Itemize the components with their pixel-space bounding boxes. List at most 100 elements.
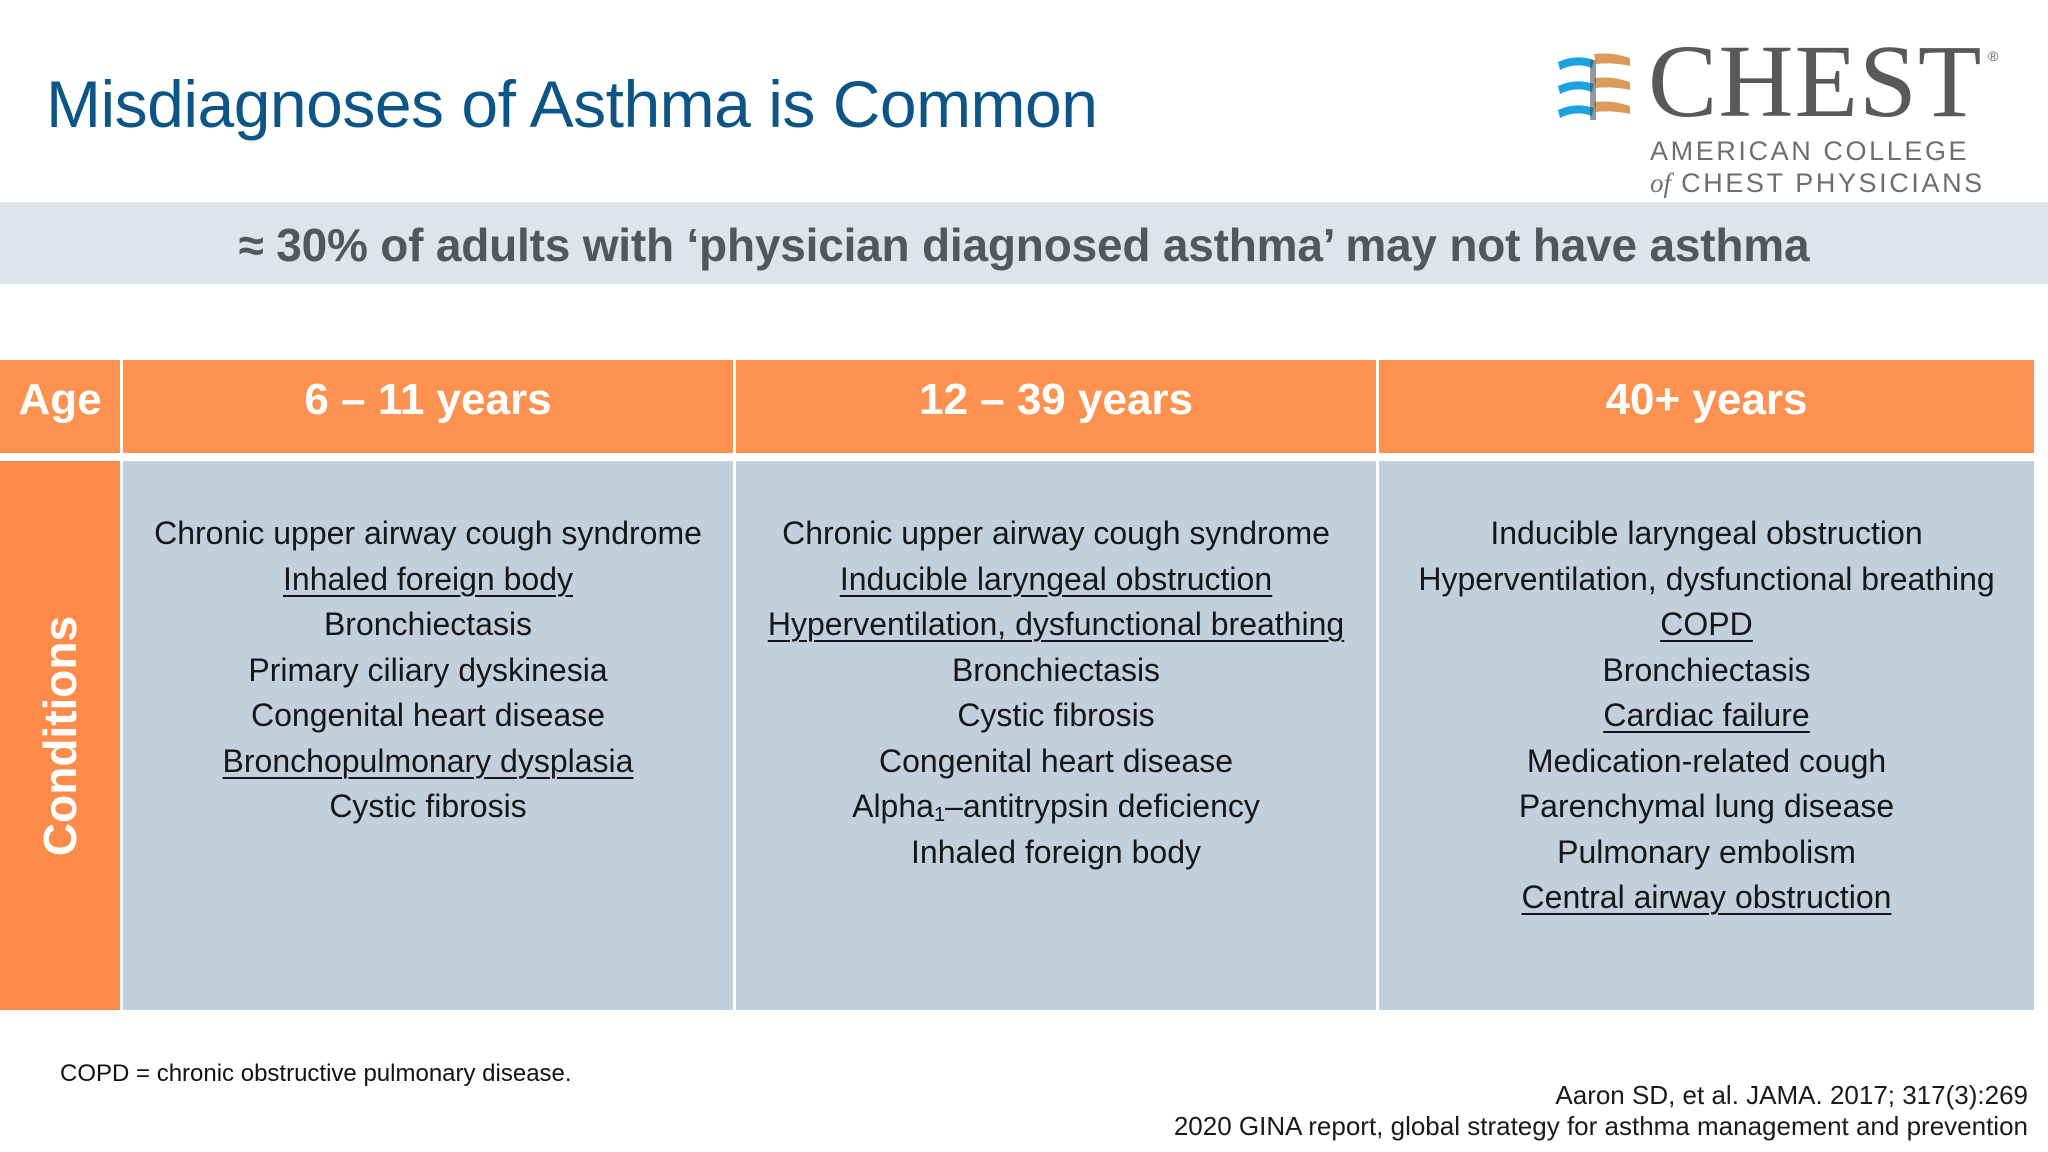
age-header-cell: Age <box>0 360 120 453</box>
reference-1: Aaron SD, et al. JAMA. 2017; 317(3):269 <box>1555 1080 2028 1110</box>
condition-text: Parenchymal lung disease <box>1519 788 1894 824</box>
condition-item: Hyperventilation, dysfunctional breathin… <box>736 602 1376 648</box>
condition-list: Chronic upper airway cough syndrome Inhal… <box>123 511 733 830</box>
condition-text: Inhaled foreign body <box>283 561 573 597</box>
conditions-cell-12-39: Chronic upper airway cough syndrome Induc… <box>736 461 1376 1010</box>
condition-item: Central airway obstruction <box>1379 875 2034 921</box>
reference-2: 2020 GINA report, global strategy for as… <box>1173 1111 2028 1141</box>
condition-text: Cystic fibrosis <box>329 788 526 824</box>
condition-text: Bronchopulmonary dysplasia <box>223 743 634 779</box>
condition-item: Pulmonary embolism <box>1379 830 2034 876</box>
condition-label: Cystic fibrosis <box>957 697 1155 733</box>
logo-line2-text: CHEST PHYSICIANS <box>1681 168 1985 198</box>
condition-label: Cystic fibrosis <box>329 788 527 824</box>
condition-item: Bronchopulmonary dysplasia <box>123 739 733 785</box>
condition-text: Chronic upper airway cough syndrome <box>782 515 1330 551</box>
column-label: 12 – 39 years <box>918 375 1194 424</box>
chest-logo: CHEST ® AMERICAN COLLEGE of CHEST PHYSIC… <box>1556 30 2006 204</box>
condition-text: Cardiac failure <box>1603 697 1809 733</box>
condition-item: Alpha1–antitrypsin deficiency <box>736 784 1376 830</box>
condition-label: Cardiac failure <box>1603 697 1810 733</box>
conditions-cell-40-plus: Inducible laryngeal obstruction Hypervent… <box>1379 461 2034 1010</box>
condition-item: Inhaled foreign body <box>736 830 1376 876</box>
column-label: 40+ years <box>1605 375 1808 424</box>
condition-text: Central airway obstruction <box>1522 879 1892 915</box>
condition-item: Inhaled foreign body <box>123 557 733 603</box>
column-header-6-11: 6 – 11 years <box>123 360 733 453</box>
slide-title: Misdiagnoses of Asthma is Common <box>46 67 1098 141</box>
logo-of: of <box>1650 168 1672 198</box>
condition-label: Inducible laryngeal obstruction <box>1490 515 1923 551</box>
condition-text: Pulmonary embolism <box>1557 834 1856 870</box>
condition-text: Inducible laryngeal obstruction <box>840 561 1272 597</box>
column-label: 6 – 11 years <box>304 375 552 424</box>
condition-text: Alpha1–antitrypsin deficiency <box>852 788 1260 826</box>
subscript: 1 <box>933 804 946 826</box>
condition-label: Bronchiectasis <box>323 606 533 642</box>
condition-text: Bronchiectasis <box>324 606 532 642</box>
condition-label: Hyperventilation, dysfunctional breathin… <box>1418 560 1995 597</box>
condition-text: Medication-related cough <box>1527 743 1886 779</box>
column-header-40-plus: 40+ years <box>1379 360 2034 453</box>
condition-text: Hyperventilation, dysfunctional breathin… <box>768 606 1344 642</box>
condition-label: Primary ciliary dyskinesia <box>248 651 608 688</box>
condition-text: Chronic upper airway cough syndrome <box>154 515 702 551</box>
condition-label: Parenchymal lung disease <box>1518 788 1895 824</box>
condition-label: Congenital heart disease <box>250 697 605 733</box>
condition-text: Bronchiectasis <box>952 652 1160 688</box>
condition-item: Congenital heart disease <box>123 693 733 739</box>
condition-text: Inducible laryngeal obstruction <box>1490 515 1922 551</box>
condition-label: Central airway obstruction <box>1521 879 1892 915</box>
condition-item: Chronic upper airway cough syndrome <box>123 511 733 557</box>
conditions-cell-6-11: Chronic upper airway cough syndrome Inhal… <box>123 461 733 1010</box>
condition-item: Parenchymal lung disease <box>1379 784 2034 830</box>
condition-item: Inducible laryngeal obstruction <box>736 557 1376 603</box>
condition-label: Bronchiectasis <box>951 651 1161 688</box>
condition-text: Congenital heart disease <box>879 743 1233 779</box>
condition-label: Chronic upper airway cough syndrome <box>782 515 1330 551</box>
condition-label: Inducible laryngeal obstruction <box>839 560 1273 597</box>
age-label: Age <box>18 375 102 424</box>
registered-mark: ® <box>1988 48 1999 64</box>
logo-subtitle-line2: of CHEST PHYSICIANS <box>1650 168 1985 199</box>
condition-label: Hyperventilation, dysfunctional breathin… <box>767 606 1345 642</box>
condition-label: Bronchopulmonary dysplasia <box>222 742 634 779</box>
condition-item: Primary ciliary dyskinesia <box>123 648 733 694</box>
condition-text: Inhaled foreign body <box>911 834 1201 870</box>
condition-label: Chronic upper airway cough syndrome <box>154 515 702 551</box>
condition-item: Cardiac failure <box>1379 693 2034 739</box>
condition-label: Alpha <box>852 788 934 824</box>
abbreviation-footnote: COPD = chronic obstructive pulmonary dis… <box>60 1060 572 1087</box>
condition-text: Congenital heart disease <box>251 697 605 733</box>
condition-item: Cystic fibrosis <box>736 693 1376 739</box>
condition-label: Pulmonary embolism <box>1557 833 1856 870</box>
logo-wordmark: CHEST <box>1648 24 1983 139</box>
condition-list: Chronic upper airway cough syndrome Induc… <box>736 511 1376 875</box>
condition-text: Bronchiectasis <box>1602 652 1810 688</box>
condition-list: Inducible laryngeal obstruction Hypervent… <box>1379 511 2034 921</box>
condition-item: Inducible laryngeal obstruction <box>1379 511 2034 557</box>
condition-label: Medication-related cough <box>1526 742 1887 779</box>
condition-item: Bronchiectasis <box>1379 648 2034 694</box>
condition-label: Inhaled foreign body <box>283 560 573 597</box>
condition-item: COPD <box>1379 602 2034 648</box>
condition-item: Cystic fibrosis <box>123 784 733 830</box>
ribs-logo-icon <box>1558 53 1630 120</box>
column-header-12-39: 12 – 39 years <box>736 360 1376 453</box>
condition-label: COPD <box>1660 606 1753 642</box>
condition-item: Congenital heart disease <box>736 739 1376 785</box>
condition-item: Medication-related cough <box>1379 739 2034 785</box>
conditions-label: Conditions <box>34 615 86 856</box>
key-stat-banner: ≈ 30% of adults with ‘physician diagnose… <box>0 202 2048 284</box>
condition-item: Chronic upper airway cough syndrome <box>736 511 1376 557</box>
condition-item: Hyperventilation, dysfunctional breathin… <box>1379 557 2034 603</box>
condition-text: COPD <box>1660 606 1752 642</box>
condition-text: Cystic fibrosis <box>957 697 1154 733</box>
condition-text: Primary ciliary dyskinesia <box>248 652 607 688</box>
condition-label-suffix: –antitrypsin deficiency <box>945 788 1260 824</box>
condition-item: Bronchiectasis <box>123 602 733 648</box>
condition-label: Congenital heart disease <box>878 742 1233 779</box>
condition-item: Bronchiectasis <box>736 648 1376 694</box>
condition-label: Bronchiectasis <box>1602 651 1811 688</box>
logo-subtitle-line1: AMERICAN COLLEGE <box>1650 136 1970 166</box>
